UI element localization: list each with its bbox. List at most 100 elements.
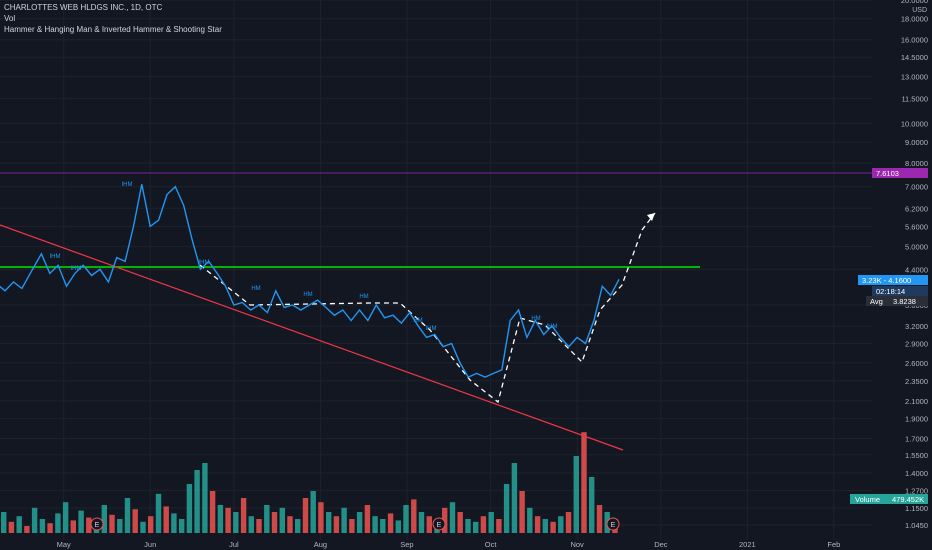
countdown-badge (872, 286, 928, 296)
volume-bar (39, 519, 46, 533)
volume-bar (78, 510, 84, 533)
x-tick-label: Nov (570, 540, 584, 549)
volume-bar (364, 505, 371, 533)
volume-bar (511, 463, 518, 533)
y-tick-label: 1.7000 (905, 434, 928, 443)
pattern-indicator-label[interactable]: Hammer & Hanging Man & Inverted Hammer &… (4, 25, 222, 34)
x-tick-label: Feb (827, 540, 840, 549)
pattern-marker-label: HM (251, 286, 260, 292)
y-tick-label: 1.1500 (905, 504, 928, 513)
pattern-marker-label: HM (531, 316, 540, 322)
volume-bar (519, 491, 525, 533)
volume-bar (31, 507, 38, 533)
time-axis[interactable]: May Jun Jul Aug Sep Oct Nov Dec 2021 Feb (57, 540, 841, 549)
earnings-label: E (95, 522, 100, 529)
volume-bar (449, 502, 456, 533)
y-tick-label: 1.0450 (905, 521, 928, 530)
grid (0, 0, 872, 540)
volume-bar (527, 507, 533, 533)
currency-label: USD (912, 7, 927, 14)
y-tick-label: 3.2000 (905, 322, 928, 331)
chart-legend: CHARLOTTES WEB HLDGS INC., 1D, OTC Vol H… (4, 2, 222, 35)
y-tick-label: 6.2000 (905, 204, 928, 213)
volume-bar (341, 507, 347, 533)
earnings-icon[interactable] (606, 517, 620, 531)
volume-bar (240, 498, 247, 533)
x-tick-label: Oct (485, 540, 498, 549)
volume-badge (850, 494, 928, 504)
y-tick-label: 2.1000 (905, 397, 928, 406)
y-tick-label: 4.4000 (905, 265, 928, 274)
earnings-icon[interactable] (90, 517, 104, 531)
y-tick-label: 2.9000 (905, 339, 928, 348)
volume-bar (264, 505, 270, 533)
axis-badges: USD 7.6103 3.23K - 4.1600 02:18:14 Avg 3… (850, 7, 928, 504)
y-tick-label: 11.5000 (901, 94, 928, 103)
purple-price-badge (872, 168, 928, 178)
descending-trendline[interactable] (0, 224, 624, 451)
x-tick-label: Dec (654, 540, 668, 549)
volume-bar (217, 505, 224, 533)
volume-bar (163, 506, 169, 533)
volume-bar (349, 519, 355, 533)
volume-bar (86, 517, 92, 533)
volume-bar (426, 516, 432, 533)
volume-bar (573, 456, 579, 533)
volume-bar (124, 498, 131, 533)
volume-bar (550, 521, 556, 533)
volume-bar (55, 513, 61, 533)
pattern-marker-label: IHM (547, 324, 558, 330)
y-tick-label: 2.3500 (905, 377, 928, 386)
symbol-title[interactable]: CHARLOTTES WEB HLDGS INC., 1D, OTC (4, 3, 163, 12)
y-tick-label: 1.5500 (905, 451, 928, 460)
volume-bar (473, 521, 479, 533)
pattern-marker-label: IHM (199, 260, 210, 266)
volume-bar (1, 512, 7, 533)
volume-bar (233, 512, 239, 533)
volume-bar (8, 521, 15, 533)
volume-bar (503, 484, 510, 533)
projected-dashed-path[interactable] (199, 212, 656, 404)
volume-bar (295, 519, 301, 533)
volume-bar (194, 470, 200, 533)
volume-bar (148, 516, 154, 533)
y-tick-label: 14.5000 (901, 53, 928, 62)
pattern-marker-label: HM (413, 318, 422, 324)
volume-bar (589, 477, 595, 533)
y-tick-label: 2.6000 (905, 359, 928, 368)
earnings-label: E (611, 522, 616, 529)
volume-bar (248, 516, 254, 533)
y-tick-label: 8.0000 (905, 159, 928, 168)
avg-badge-value: 3.8238 (893, 297, 916, 306)
earnings-icon[interactable] (432, 517, 446, 531)
volume-bar (62, 502, 69, 533)
volume-bar (109, 514, 115, 533)
x-tick-label: May (57, 540, 71, 549)
y-tick-label: 5.0000 (905, 243, 928, 252)
pattern-marker-label: IHM (50, 254, 61, 260)
volume-bar (565, 512, 572, 533)
x-tick-label: 2021 (739, 540, 756, 549)
volume-bar (372, 516, 378, 533)
volume-bar (310, 491, 316, 533)
x-tick-label: Jul (229, 540, 239, 549)
y-tick-label: 18.0000 (901, 15, 928, 24)
volume-bar (356, 512, 363, 533)
earnings-markers[interactable]: E E E (90, 517, 620, 531)
volume-bar (457, 512, 463, 533)
volume-bar (411, 499, 417, 533)
volume-bar (140, 521, 146, 533)
price-axis[interactable]: 20.0000 18.0000 16.0000 14.5000 13.0000 11.50… (901, 0, 928, 530)
volume-bar (179, 519, 185, 533)
pattern-marker-label: IHM (71, 266, 82, 272)
volume-bar (395, 520, 401, 533)
volume-bar (47, 523, 53, 533)
volume-indicator-label[interactable]: Vol (4, 14, 16, 23)
volume-bar (326, 512, 332, 533)
y-tick-label: 16.0000 (901, 36, 928, 45)
purple-price-badge-text: 7.6103 (876, 169, 899, 178)
price-line[interactable] (0, 184, 620, 378)
volume-bar (279, 507, 285, 533)
